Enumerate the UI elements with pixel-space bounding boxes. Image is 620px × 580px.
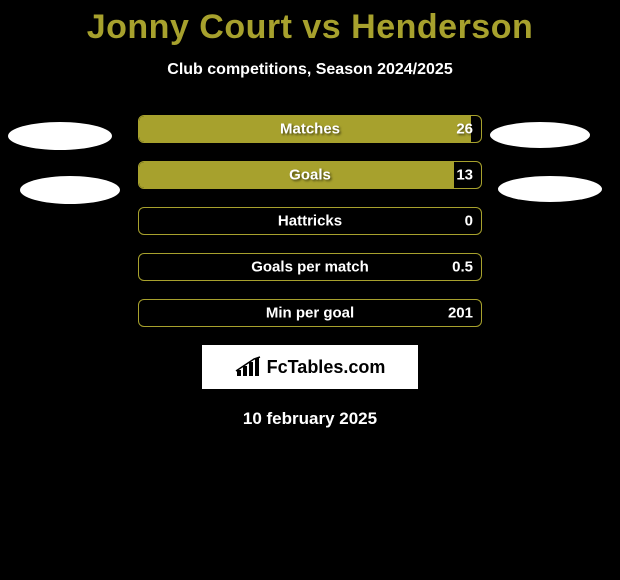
page-subtitle: Club competitions, Season 2024/2025 [0,61,620,79]
stat-bar: Matches 26 [138,115,482,143]
stat-bars-container: Matches 26 Goals 13 Hattricks 0 Goals per matc… [138,115,482,327]
stat-bar-label: Goals [289,167,331,184]
fctables-bars-icon [235,356,261,378]
stat-bar: Goals per match 0.5 [138,253,482,281]
fctables-logo-text: FcTables.com [267,357,386,378]
stat-bar-value: 201 [448,305,473,322]
decorative-ellipse [8,122,112,150]
stat-bar: Min per goal 201 [138,299,482,327]
snapshot-date: 10 february 2025 [0,409,620,429]
stat-bar-value: 0 [465,213,473,230]
stat-bar-label: Min per goal [266,305,354,322]
stat-bar-label: Hattricks [278,213,342,230]
decorative-ellipse [20,176,120,204]
stat-bar-value: 0.5 [452,259,473,276]
page-title: Jonny Court vs Henderson [0,0,620,47]
stat-bar: Goals 13 [138,161,482,189]
stat-bar-label: Goals per match [251,259,369,276]
stat-bar-value: 13 [456,167,473,184]
decorative-ellipse [498,176,602,202]
site-logo: FcTables.com [202,345,418,389]
stat-bar-label: Matches [280,121,340,138]
decorative-ellipse [490,122,590,148]
stat-bar: Hattricks 0 [138,207,482,235]
stat-bar-value: 26 [456,121,473,138]
